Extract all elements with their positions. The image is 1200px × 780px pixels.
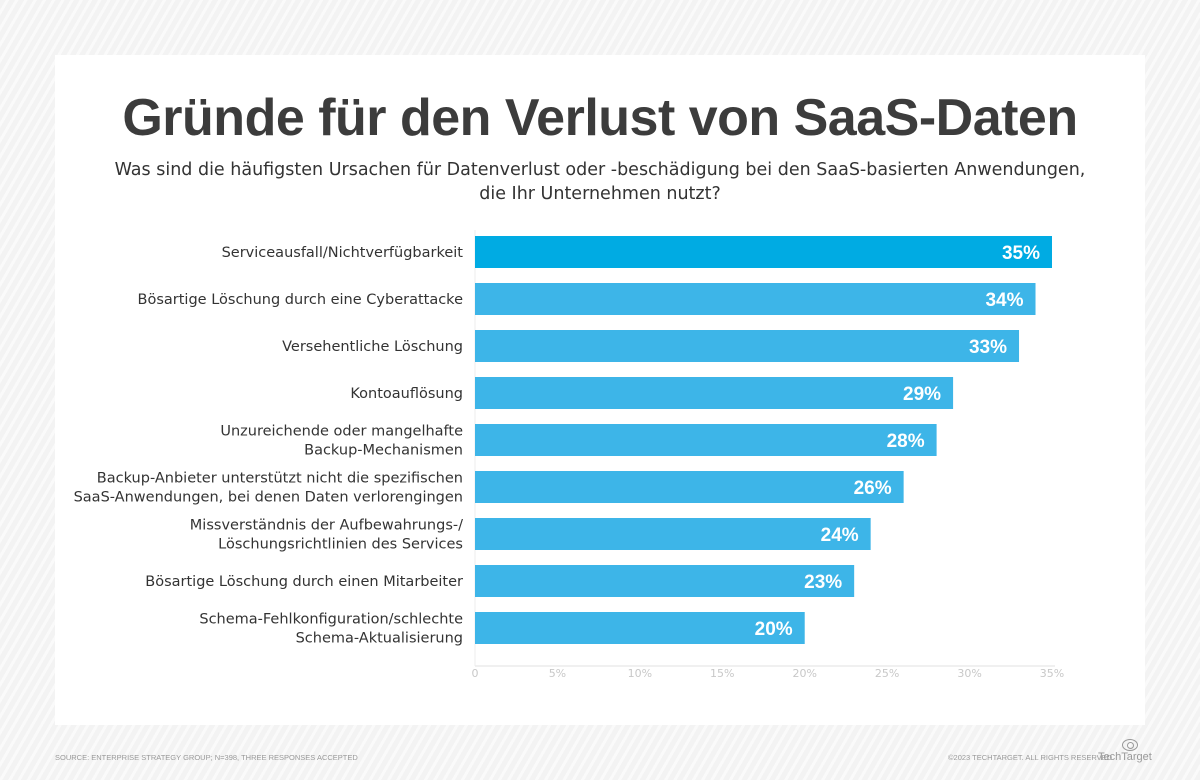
category-label: Löschungsrichtlinien des Services [218,537,463,553]
eye-icon [1122,739,1138,751]
x-tick-label: 0 [472,667,479,680]
category-label: Schema-Aktualisierung [296,631,463,647]
chart-subtitle: Was sind die häufigsten Ursachen für Dat… [114,160,1086,204]
bar [475,377,954,409]
copyright-note: ©2023 TECHTARGET. ALL RIGHTS RESERVED [948,753,1113,762]
bar [475,518,871,550]
chart-title: Gründe für den Verlust von SaaS-Daten [122,89,1078,147]
x-tick-label: 20% [792,667,816,680]
category-label: Backup-Mechanismen [304,443,463,459]
data-label: 24% [821,525,859,546]
source-note: SOURCE: ENTERPRISE STRATEGY GROUP; N=398… [55,753,358,762]
data-label: 26% [854,478,892,499]
logo-text: TechTarget [1098,751,1152,763]
category-label: Backup-Anbieter unterstützt nicht die sp… [97,471,463,487]
x-tick-label: 25% [875,667,899,680]
data-label: 35% [1002,243,1040,264]
bar [475,330,1020,362]
category-label: Unzureichende oder mangelhafte [220,424,463,440]
category-label: Bösartige Löschung durch eine Cyberattac… [138,292,464,308]
category-label: Bösartige Löschung durch einen Mitarbeit… [145,574,463,590]
data-label: 20% [755,619,793,640]
techtarget-logo: TechTarget [1098,739,1152,763]
x-tick-label: 35% [1040,667,1064,680]
data-label: 34% [985,290,1023,311]
bar [475,565,855,597]
data-label: 33% [969,337,1007,358]
data-label: 29% [903,384,941,405]
bar [475,424,937,456]
bar [475,283,1036,315]
data-label: 23% [804,572,842,593]
bar [475,612,805,644]
category-label: Missverständnis der Aufbewahrungs-/ [190,518,463,534]
category-label: Serviceausfall/Nichtverfügbarkeit [222,245,464,261]
x-tick-label: 15% [710,667,734,680]
category-label: Versehentliche Löschung [282,339,463,355]
data-label: 28% [887,431,925,452]
x-tick-label: 10% [628,667,652,680]
bar [475,471,904,503]
category-label: Schema-Fehlkonfiguration/schlechte [199,612,463,628]
bar [475,236,1052,268]
x-tick-label: 30% [957,667,981,680]
category-label: Kontoauflösung [350,386,463,402]
category-label: SaaS-Anwendungen, bei denen Daten verlor… [74,490,463,506]
x-tick-label: 5% [549,667,566,680]
